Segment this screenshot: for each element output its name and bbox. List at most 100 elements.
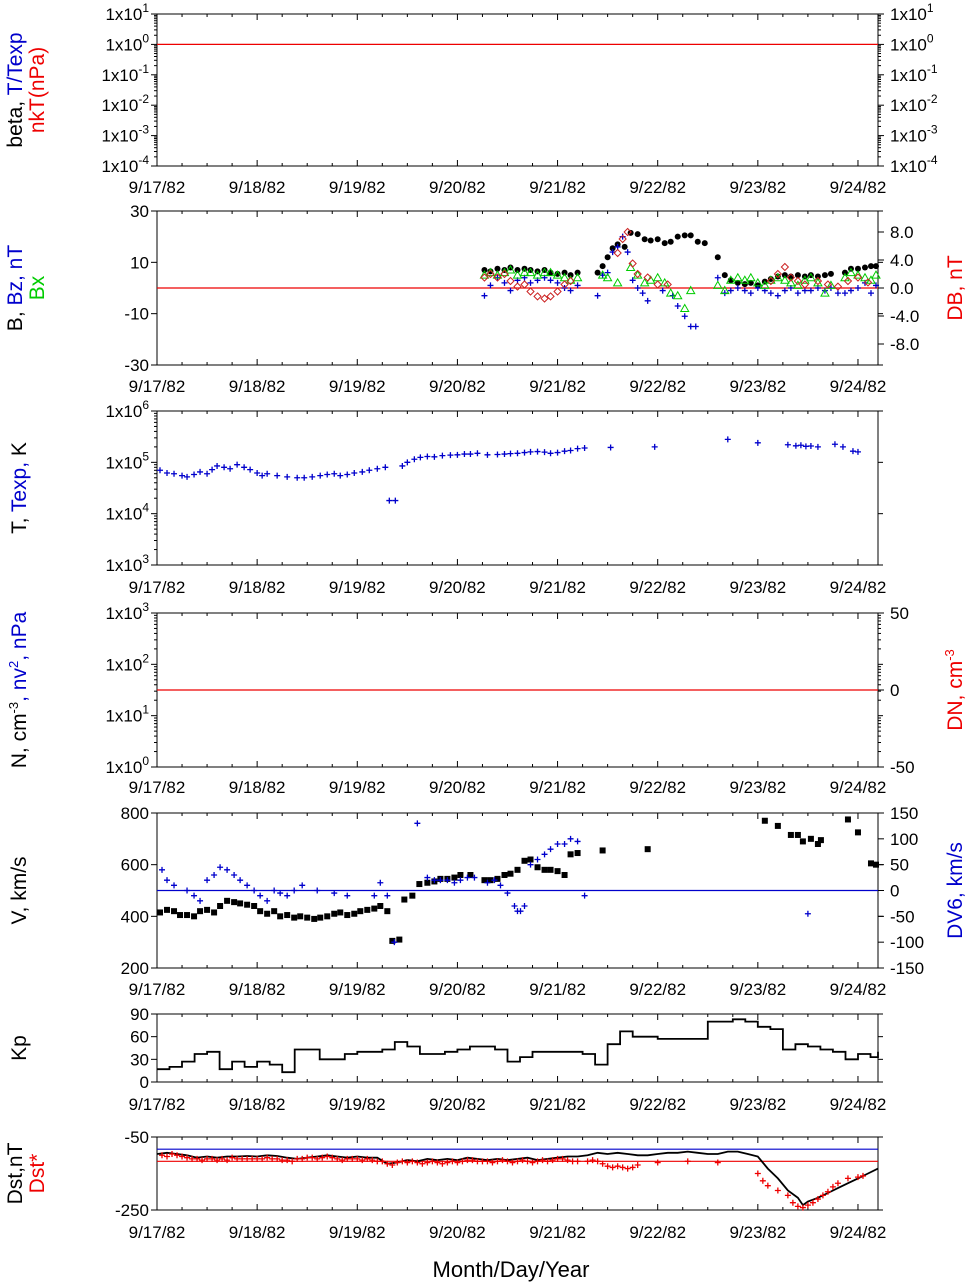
data-point [541, 449, 548, 456]
data-point [359, 1157, 366, 1164]
data-point [721, 272, 728, 279]
data-point [553, 287, 562, 296]
data-point [794, 272, 801, 279]
data-point [653, 280, 662, 289]
data-point [767, 290, 774, 297]
data-point [602, 272, 613, 282]
data-point [719, 285, 730, 295]
data-point [487, 877, 494, 884]
x-tick-label: 9/21/82 [529, 1223, 586, 1242]
data-point [541, 866, 548, 873]
data-point [794, 831, 801, 838]
data-point [364, 1155, 371, 1162]
data-point [667, 238, 674, 245]
data-point [384, 1160, 391, 1167]
data-point [804, 1202, 811, 1209]
data-point [197, 908, 204, 915]
data-point [826, 280, 836, 289]
data-point [679, 303, 690, 313]
data-point [714, 254, 721, 261]
data-point [501, 872, 508, 878]
data-point [399, 462, 406, 469]
data-point [799, 1204, 806, 1211]
data-point [237, 900, 244, 907]
data-point [409, 892, 416, 899]
data-point [454, 1159, 461, 1166]
data-point [526, 287, 535, 296]
data-point [759, 1177, 766, 1184]
data-point [229, 1154, 236, 1161]
data-point [527, 279, 534, 286]
data-point [479, 1158, 486, 1165]
data-point [859, 1172, 866, 1179]
data-point [574, 282, 581, 289]
data-point [234, 461, 241, 468]
data-point [612, 277, 623, 287]
x-tick-label: 9/19/82 [329, 778, 386, 797]
data-point [171, 908, 178, 915]
data-point [599, 847, 606, 854]
data-point [621, 243, 628, 250]
data-point [219, 1155, 226, 1162]
data-point [487, 282, 494, 289]
data-point [820, 288, 830, 297]
data-point [813, 276, 823, 286]
data-point [494, 1158, 501, 1165]
data-point [752, 277, 763, 287]
data-point [634, 285, 641, 291]
data-point [317, 914, 324, 921]
data-point [399, 1158, 406, 1165]
data-point [767, 276, 774, 283]
y-axis-label: N, cm-3, nv2, nPa [6, 611, 31, 768]
data-point [547, 846, 554, 853]
data-point [725, 275, 736, 284]
data-point [574, 445, 581, 452]
data-point [424, 879, 431, 886]
x-tick-label: 9/17/82 [129, 578, 186, 597]
y-tick-label: 30 [130, 1050, 149, 1069]
y-tick-label: 1x101 [105, 1, 149, 24]
data-point [169, 1151, 176, 1158]
data-point [513, 282, 522, 291]
y-right-tick-label: 1x10-4 [890, 153, 938, 176]
data-point [274, 1155, 281, 1162]
data-point [269, 1155, 276, 1162]
data-point [780, 262, 790, 272]
data-point [237, 877, 244, 884]
data-point [377, 903, 384, 909]
data-point [504, 890, 511, 897]
data-point [624, 1165, 631, 1172]
data-point [774, 273, 781, 280]
data-point [491, 877, 498, 884]
data-point [191, 913, 198, 920]
data-point [451, 874, 458, 881]
data-point [794, 290, 801, 297]
data-point [647, 237, 654, 244]
data-point [251, 903, 258, 909]
data-point [567, 287, 574, 294]
data-point [377, 879, 384, 886]
data-point [264, 1154, 271, 1161]
data-point [659, 287, 666, 294]
data-point [351, 469, 358, 476]
data-point [517, 908, 524, 915]
data-point [464, 874, 471, 881]
data-point [754, 1170, 761, 1177]
data-point [444, 877, 451, 884]
y-axis-label: beta, T/Texp [4, 32, 27, 147]
y-tick-label: 1x102 [105, 651, 149, 674]
data-point [687, 232, 694, 239]
data-point [204, 877, 211, 884]
data-point [623, 227, 632, 237]
y-tick-label: 600 [121, 856, 149, 875]
panel-density: 9/17/82 9/18/82 9/19/82 9/20/82 9/21/82 9/22/… [6, 600, 967, 797]
data-point [814, 841, 821, 847]
data-point [654, 236, 661, 243]
data-point [244, 901, 251, 908]
data-point [574, 269, 581, 276]
data-point [786, 273, 796, 282]
data-point [197, 897, 204, 904]
data-point [817, 837, 824, 844]
data-point [521, 449, 528, 456]
y-right-tick-label: 100 [890, 830, 918, 849]
